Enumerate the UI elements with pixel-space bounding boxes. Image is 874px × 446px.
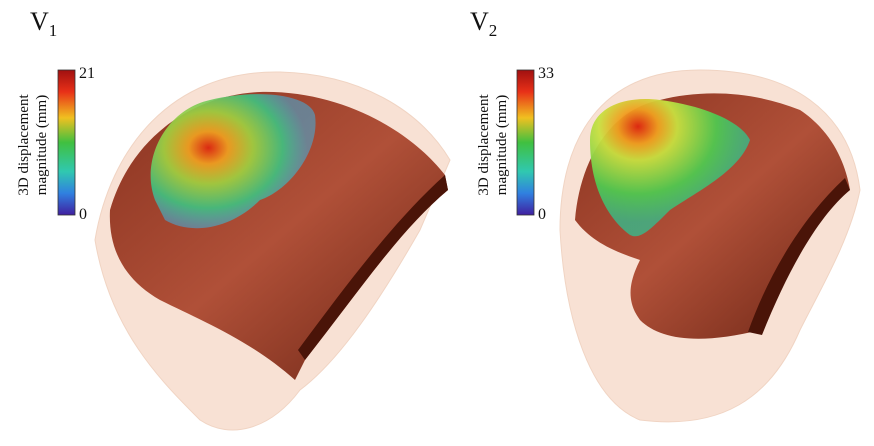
colorbar-label: magnitude (mm): [494, 95, 510, 195]
colorbar-min: 0: [538, 206, 546, 223]
panel-title: V1: [30, 7, 57, 40]
colorbar-max: 21: [79, 65, 95, 82]
colorbar: [517, 70, 534, 215]
panel-title: V2: [470, 7, 497, 40]
figure: V1 3D displacement magnitude (mm) 21 0 V…: [0, 0, 874, 441]
colorbar: [58, 70, 75, 215]
colorbar-label: magnitude (mm): [34, 95, 50, 195]
panel-1: V1 3D displacement magnitude (mm) 21 0: [16, 7, 450, 430]
colorbar-label: 3D displacement: [16, 94, 32, 196]
colorbar-max: 33: [538, 65, 554, 82]
colorbar-label: 3D displacement: [476, 94, 492, 196]
page: {"panels": [ {"title": "V", "title_subsc…: [0, 0, 874, 441]
panel-2: V2 3D displacement magnitude (mm) 33 0: [470, 7, 860, 422]
colorbar-min: 0: [79, 206, 87, 223]
